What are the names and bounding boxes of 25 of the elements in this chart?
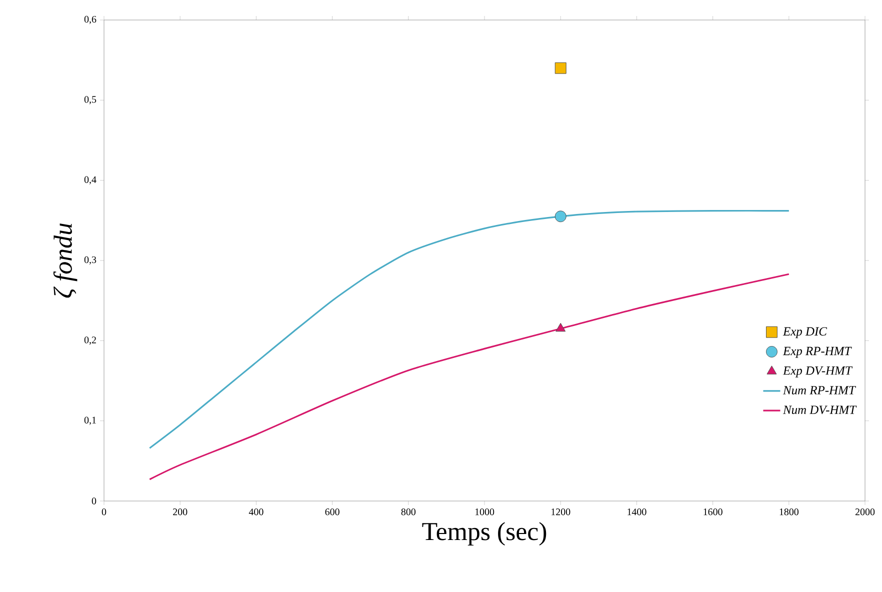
x-tick-label: 1800	[780, 508, 798, 516]
legend-label: Exp RP-HMT	[782, 346, 852, 358]
y-tick-label: 0	[92, 498, 96, 504]
x-tick-label: 2000	[855, 508, 875, 516]
x-tick-label: 600	[325, 508, 340, 516]
x-tick-label: 800	[401, 508, 416, 516]
y-tick-label: 0,4	[84, 176, 96, 184]
x-tick-label: 0	[102, 508, 106, 516]
y-tick-label: 0,2	[84, 336, 96, 345]
x-tick-label: 1000	[475, 508, 494, 516]
legend-label: Exp DV-HMT	[782, 366, 853, 378]
legend-label: Num DV-HMT	[782, 406, 857, 414]
x-tick-label: 1600	[704, 508, 722, 516]
legend-label: Num RP-HMT	[782, 386, 856, 394]
legend-label: Exp DIC	[782, 327, 828, 338]
y-axis-title: ζ fondu	[53, 223, 78, 298]
y-tick-label: 0,3	[84, 256, 96, 265]
x-tick-label: 1200	[552, 508, 570, 516]
x-tick-label: 200	[173, 508, 188, 516]
x-tick-label: 1400	[628, 508, 646, 516]
y-tick-label: 0,1	[84, 416, 96, 425]
y-tick-label: 0,5	[84, 96, 96, 104]
x-axis-title: Temps (sec)	[422, 522, 546, 546]
x-tick-label: 400	[248, 508, 264, 516]
y-tick-label: 0,6	[84, 16, 96, 24]
